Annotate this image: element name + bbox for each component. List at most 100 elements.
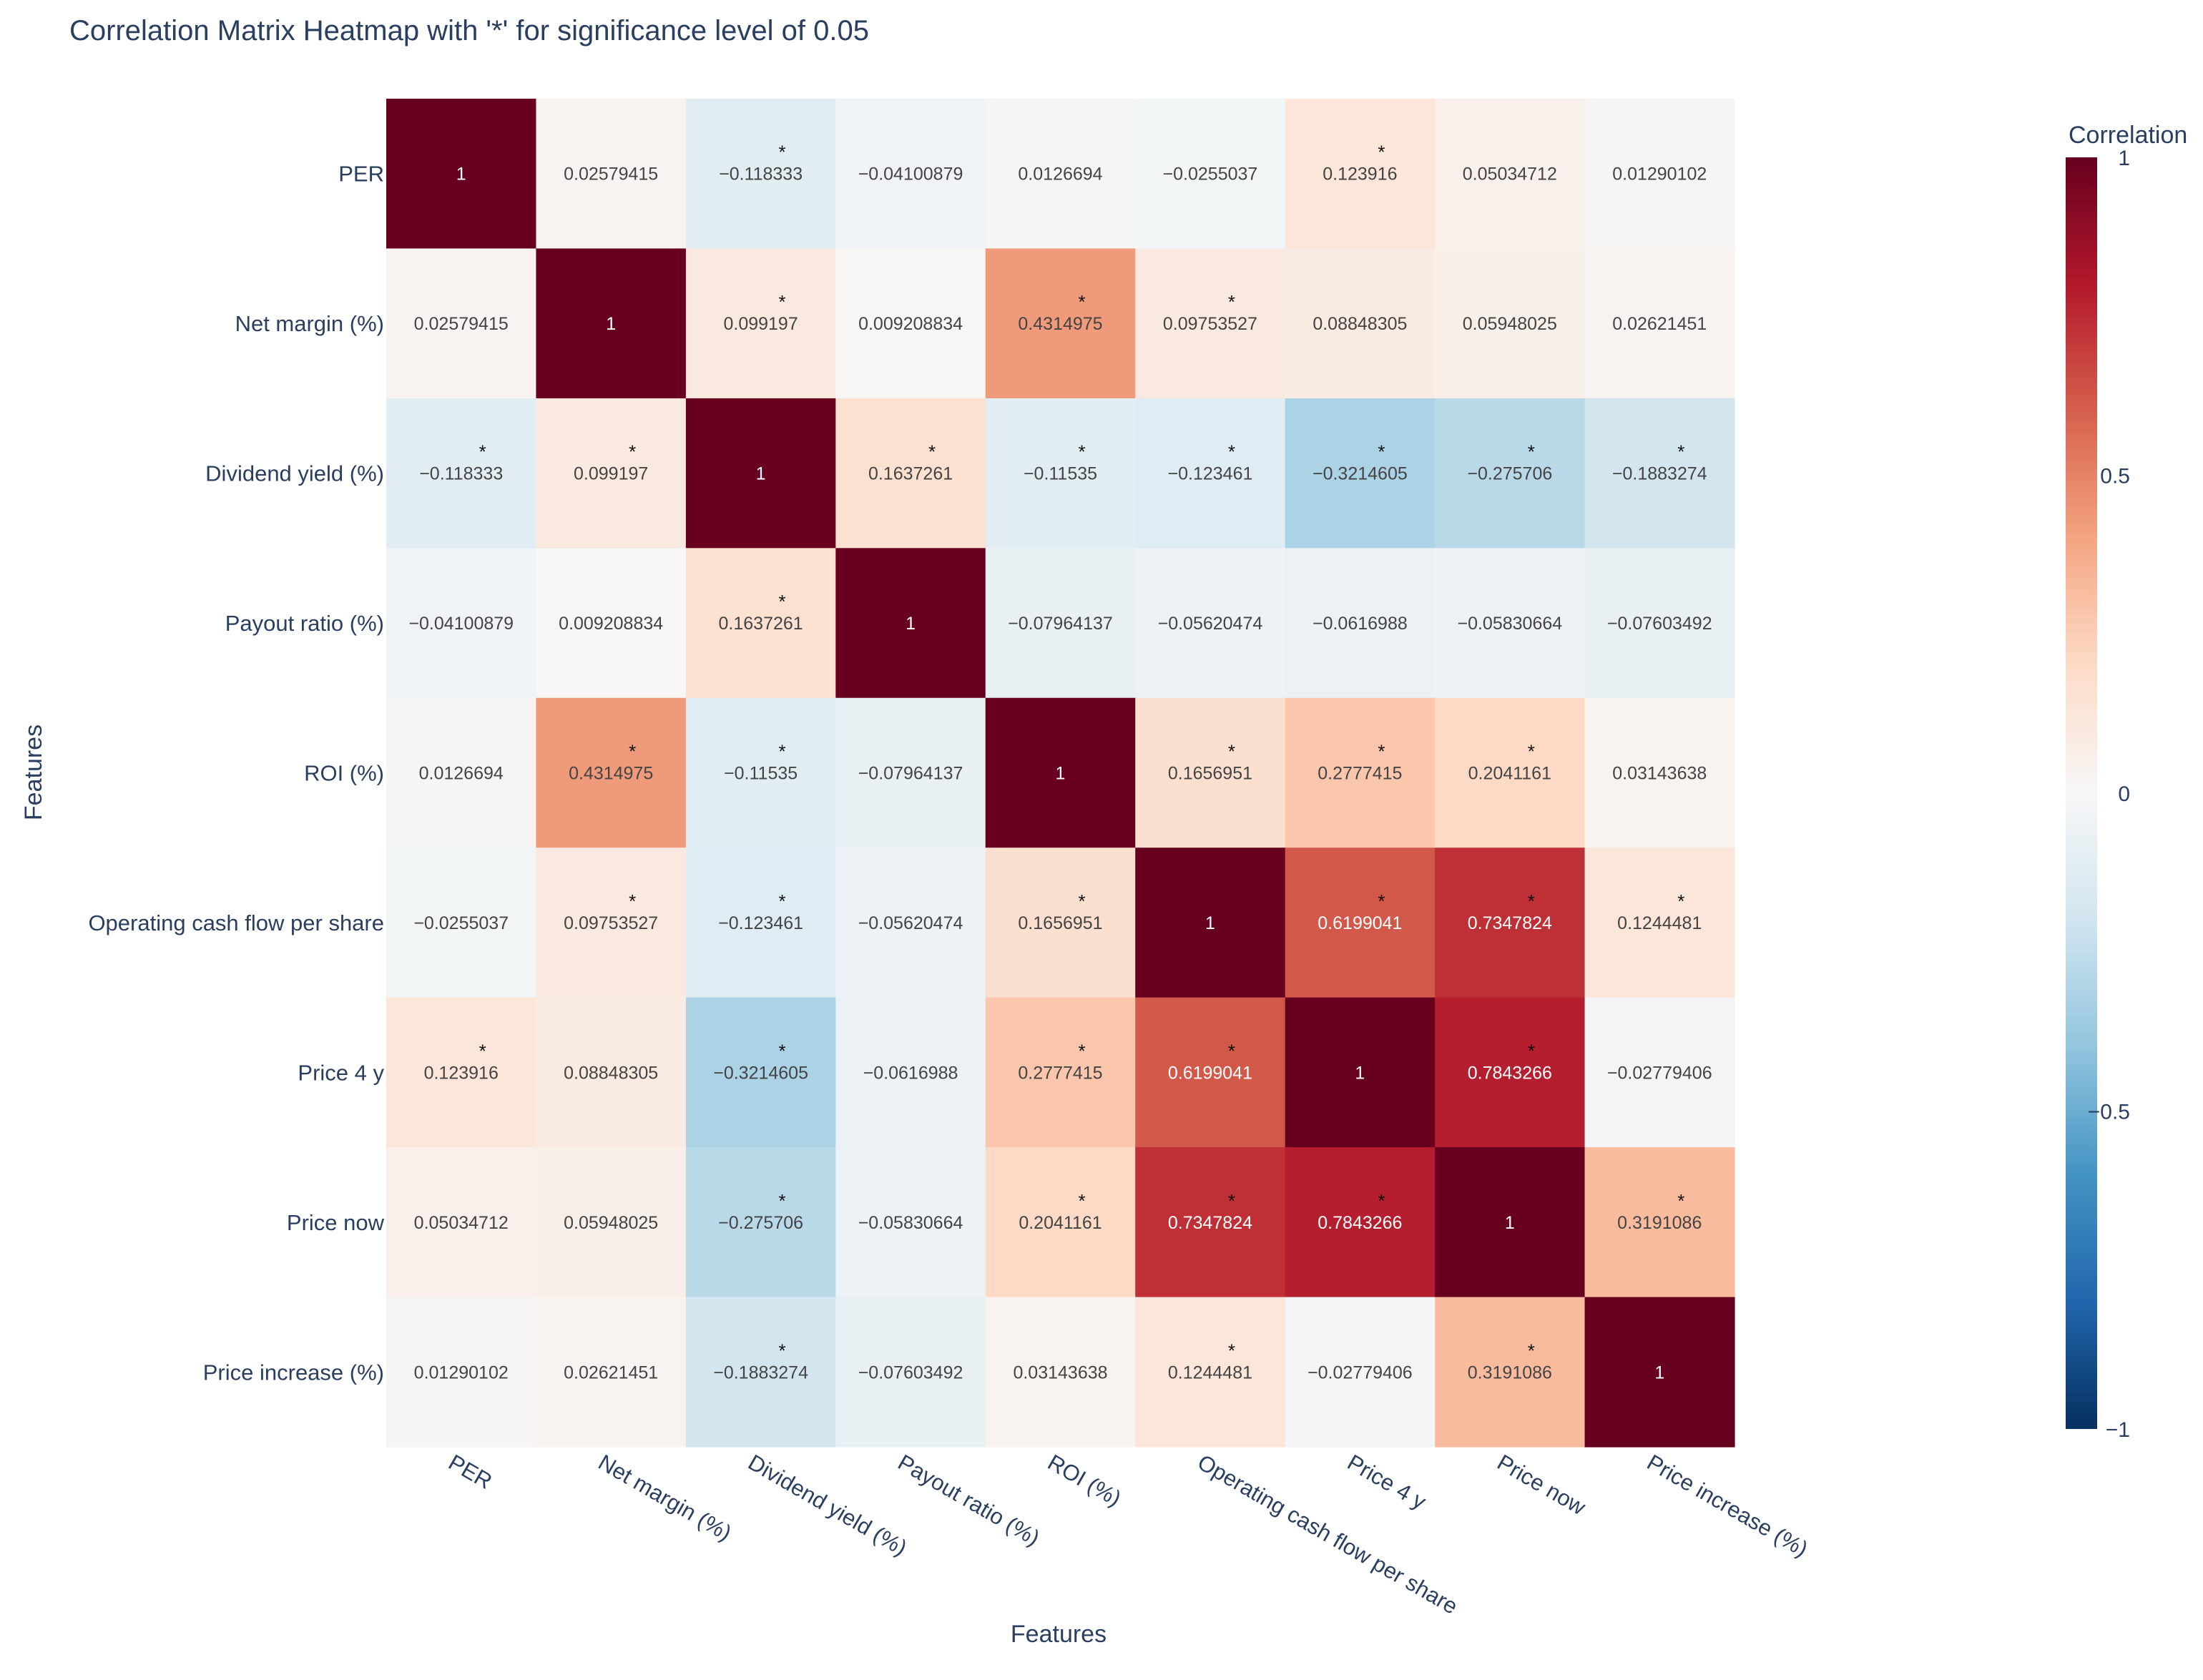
significance-marker: *	[629, 741, 636, 762]
heatmap-cell	[685, 697, 836, 848]
cell-value-label: 0.05948025	[1463, 314, 1557, 334]
heatmap-cell	[1584, 997, 1735, 1148]
heatmap-cell	[1135, 1297, 1286, 1448]
heatmap-cell	[835, 548, 986, 699]
cell-value-label: 0.7843266	[1318, 1213, 1402, 1233]
heatmap-cell	[1135, 848, 1286, 998]
heatmap-cell	[536, 848, 687, 998]
heatmap-cell	[1584, 248, 1735, 399]
cell-value-label: −0.04100879	[408, 614, 514, 634]
heatmap-cell-labels: 1 0.02579415 −0.118333 * −0.04100879 0.012669…	[408, 142, 1712, 1383]
cell-value-label: 0.09753527	[564, 913, 658, 933]
cell-value-label: −0.123461	[718, 913, 803, 933]
cell-value-label: −0.05620474	[1158, 614, 1263, 634]
heatmap-cell	[985, 248, 1136, 399]
significance-marker: *	[928, 441, 936, 463]
cell-value-label: −0.118333	[719, 164, 803, 185]
cell-value-label: −0.3214605	[1313, 464, 1408, 484]
heatmap-cell	[1584, 99, 1735, 250]
significance-marker: *	[629, 441, 636, 463]
significance-marker: *	[1528, 1340, 1535, 1361]
significance-marker: *	[1528, 441, 1535, 463]
heatmap-cell	[386, 99, 537, 250]
x-tick-label: Price now	[1493, 1450, 1590, 1521]
heatmap-cell	[1584, 1297, 1735, 1448]
cell-value-label: 1	[1505, 1213, 1515, 1233]
cell-value-label: 0.3191086	[1468, 1362, 1552, 1382]
cell-value-label: −0.07603492	[858, 1362, 963, 1382]
cell-value-label: −0.0616988	[1313, 614, 1408, 634]
x-tick-label: Price increase (%)	[1643, 1450, 1812, 1562]
heatmap-cell	[1435, 1147, 1586, 1298]
heatmap-cell	[835, 248, 986, 399]
cell-value-label: 1	[1355, 1063, 1365, 1083]
cell-value-label: 0.009208834	[858, 314, 963, 334]
heatmap-cell	[386, 548, 537, 699]
heatmap-cell	[1435, 848, 1586, 998]
heatmap-cell	[1135, 248, 1286, 399]
significance-marker: *	[1228, 1040, 1235, 1061]
cell-value-label: 1	[1056, 764, 1066, 784]
heatmap-cell	[536, 697, 687, 848]
heatmap-cell	[536, 99, 687, 250]
heatmap-cell	[985, 1297, 1136, 1448]
colorbar-tick-label: −1	[2106, 1418, 2130, 1442]
cell-value-label: 1	[1205, 913, 1215, 933]
y-axis-title: Features	[20, 724, 47, 820]
significance-marker: *	[1228, 441, 1235, 463]
cell-value-label: 0.03143638	[1612, 764, 1707, 784]
y-tick-label: Price increase (%)	[203, 1360, 384, 1385]
cell-value-label: −0.04100879	[858, 164, 963, 185]
significance-marker: *	[779, 1340, 786, 1361]
cell-value-label: 0.1637261	[868, 464, 953, 484]
heatmap-cell	[1435, 997, 1586, 1148]
heatmap-cell	[386, 248, 537, 399]
heatmap-cell	[1435, 398, 1586, 549]
cell-value-label: 0.7347824	[1168, 1213, 1252, 1233]
heatmap-cell	[685, 1297, 836, 1448]
colorbar-tick-label: −0.5	[2088, 1101, 2130, 1124]
significance-marker: *	[1228, 1190, 1235, 1212]
cell-value-label: 0.7843266	[1468, 1063, 1552, 1083]
heatmap-cell	[835, 99, 986, 250]
cell-value-label: 0.4314975	[1018, 314, 1102, 334]
heatmap-cell	[985, 997, 1136, 1148]
colorbar-tick-label: 0	[2118, 782, 2130, 806]
cell-value-label: 0.7347824	[1468, 913, 1552, 933]
colorbar-tick-label: 1	[2118, 147, 2130, 170]
x-axis-title: Features	[1011, 1621, 1107, 1648]
cell-value-label: 1	[756, 464, 766, 484]
cell-value-label: 0.02621451	[564, 1362, 658, 1382]
cell-value-label: −0.07603492	[1607, 614, 1712, 634]
heatmap-cell	[985, 697, 1136, 848]
y-tick-label: Payout ratio (%)	[225, 611, 384, 636]
x-tick-label: Price 4 y	[1343, 1450, 1431, 1515]
cell-value-label: −0.11535	[724, 764, 798, 784]
heatmap-cell	[1135, 548, 1286, 699]
heatmap-cell	[1285, 997, 1436, 1148]
cell-value-label: −0.0616988	[863, 1063, 958, 1083]
heatmap-cell	[386, 997, 537, 1148]
heatmap-cell	[386, 848, 537, 998]
heatmap-cell	[835, 697, 986, 848]
significance-marker: *	[1078, 441, 1085, 463]
y-tick-label: Net margin (%)	[235, 311, 384, 336]
cell-value-label: −0.3214605	[713, 1063, 808, 1083]
significance-marker: *	[1677, 890, 1684, 912]
heatmap-cell	[386, 1147, 537, 1298]
heatmap-cell	[1435, 248, 1586, 399]
significance-marker: *	[779, 1040, 786, 1061]
y-tick-label: Price now	[287, 1210, 385, 1235]
cell-value-label: 0.01290102	[1612, 164, 1707, 185]
cell-value-label: −0.0255037	[1163, 164, 1258, 185]
significance-marker: *	[1228, 291, 1235, 313]
heatmap-cell	[536, 248, 687, 399]
cell-value-label: −0.07964137	[858, 764, 963, 784]
heatmap-cell	[1584, 1147, 1735, 1298]
y-axis-tick-labels: PER Net margin (%) Dividend yield (%) Payou…	[88, 162, 384, 1385]
significance-marker: *	[779, 591, 786, 612]
heatmap-cell	[1135, 997, 1286, 1148]
colorbar-title: Correlation	[2069, 122, 2187, 149]
cell-value-label: 0.0126694	[419, 764, 504, 784]
